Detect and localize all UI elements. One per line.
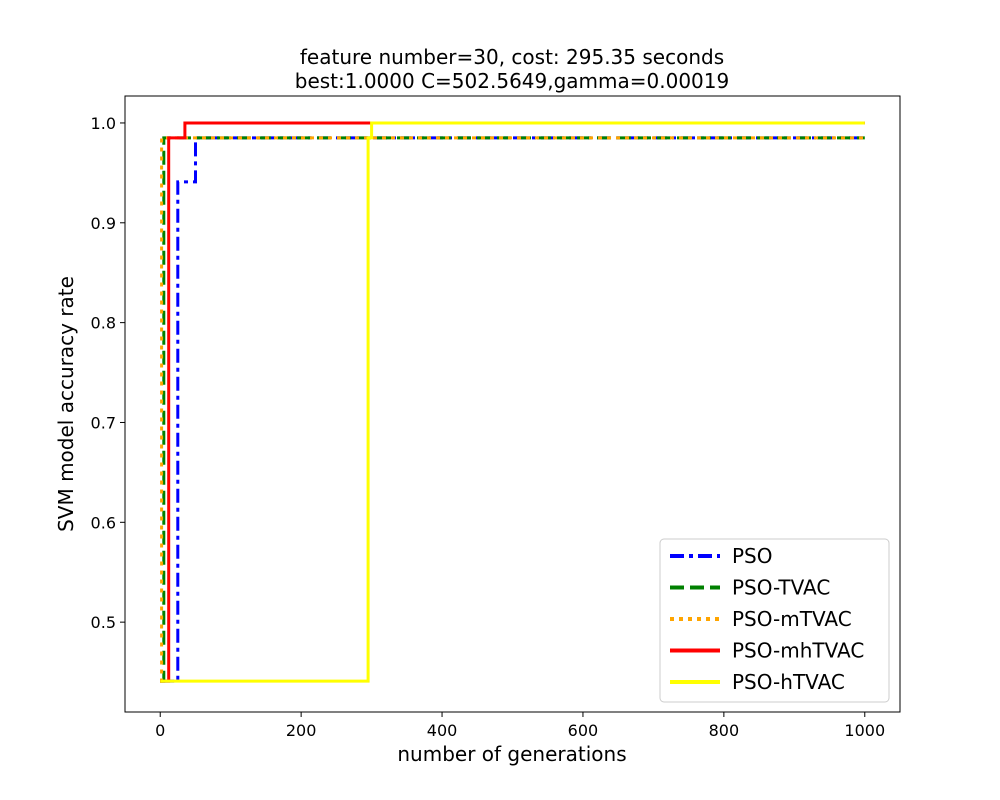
plot-area bbox=[160, 121, 865, 683]
series-layer bbox=[160, 121, 865, 683]
x-tick-label: 800 bbox=[709, 721, 740, 740]
y-tick-label: 1.0 bbox=[91, 114, 116, 133]
legend-box bbox=[659, 538, 890, 703]
legend-label-pso: PSO bbox=[732, 544, 773, 568]
series-line-pso-htvac bbox=[160, 121, 865, 683]
x-axis-label: number of generations bbox=[397, 742, 626, 766]
chart-title-line1: feature number=30, cost: 295.35 seconds bbox=[300, 45, 724, 69]
x-tick-label: 200 bbox=[286, 721, 317, 740]
series-line-pso bbox=[160, 136, 865, 683]
y-tick-label: 0.6 bbox=[91, 513, 116, 532]
legend: PSO PSO-TVAC PSO-mTVAC PSO-mhTVAC PSO-hTVAC bbox=[659, 538, 890, 703]
y-axis: 0.5 0.6 0.7 0.8 0.9 1.0 bbox=[91, 114, 125, 632]
y-axis-label: SVM model accuracy rate bbox=[54, 276, 78, 532]
x-tick-label: 400 bbox=[427, 721, 458, 740]
y-tick-label: 0.9 bbox=[91, 214, 116, 233]
legend-label-pso-tvac: PSO-TVAC bbox=[732, 576, 830, 600]
legend-label-pso-mtvac: PSO-mTVAC bbox=[732, 607, 852, 631]
x-tick-label: 1000 bbox=[844, 721, 885, 740]
y-tick-label: 0.8 bbox=[91, 314, 116, 333]
legend-label-pso-htvac: PSO-hTVAC bbox=[732, 670, 845, 694]
chart-title-line2: best:1.0000 C=502.5649,gamma=0.00019 bbox=[295, 69, 729, 93]
x-axis: 0 200 400 600 800 1000 bbox=[155, 712, 885, 740]
x-tick-label: 600 bbox=[568, 721, 599, 740]
y-tick-label: 0.7 bbox=[91, 413, 116, 432]
y-tick-label: 0.5 bbox=[91, 613, 116, 632]
axes-frame bbox=[124, 95, 901, 713]
x-tick-label: 0 bbox=[155, 721, 165, 740]
legend-label-pso-mhtvac: PSO-mhTVAC bbox=[732, 639, 864, 663]
